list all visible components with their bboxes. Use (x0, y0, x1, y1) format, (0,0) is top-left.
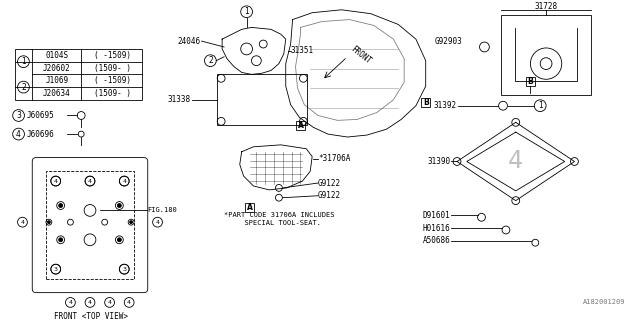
Text: FIG.180: FIG.180 (148, 207, 177, 213)
Bar (526, 77, 535, 86)
Text: J60695: J60695 (26, 111, 54, 120)
Text: 4: 4 (508, 149, 524, 173)
Text: 3: 3 (54, 267, 58, 272)
Text: B: B (423, 98, 429, 107)
Text: 2: 2 (21, 83, 26, 92)
Text: 4: 4 (127, 300, 131, 305)
Text: J1069: J1069 (45, 76, 68, 85)
Text: 31351: 31351 (291, 46, 314, 55)
Text: *31706A: *31706A (318, 154, 351, 163)
Circle shape (117, 204, 122, 207)
Bar (245, 203, 254, 212)
Text: J20634: J20634 (43, 89, 70, 98)
Text: B: B (527, 77, 533, 86)
Text: ( -1509): ( -1509) (94, 76, 131, 85)
Text: 4: 4 (88, 179, 92, 184)
Bar (501, 15, 591, 95)
Text: 24046: 24046 (177, 36, 200, 46)
Circle shape (59, 238, 63, 242)
Text: 4: 4 (108, 300, 111, 305)
Circle shape (47, 221, 51, 224)
Text: 31338: 31338 (168, 95, 191, 104)
Text: 1: 1 (21, 57, 26, 66)
Text: A: A (246, 203, 252, 212)
Text: 2: 2 (208, 56, 212, 65)
Text: 3: 3 (16, 111, 21, 120)
Text: 3: 3 (122, 267, 126, 272)
Text: 1: 1 (244, 7, 249, 16)
Text: (1509- ): (1509- ) (94, 89, 131, 98)
Text: 0104S: 0104S (45, 51, 68, 60)
Text: 4: 4 (122, 179, 126, 184)
Circle shape (117, 238, 122, 242)
Bar (421, 98, 430, 107)
Circle shape (59, 204, 63, 207)
Text: 31390: 31390 (427, 157, 450, 166)
Text: FRONT: FRONT (349, 44, 373, 66)
Text: G9122: G9122 (318, 191, 341, 200)
Text: ( -1509): ( -1509) (94, 51, 131, 60)
Text: 4: 4 (68, 300, 72, 305)
Text: FRONT <TOP VIEW>: FRONT <TOP VIEW> (54, 312, 128, 320)
Text: A50686: A50686 (422, 236, 450, 245)
Text: 31392: 31392 (434, 101, 457, 110)
Text: 4: 4 (54, 179, 58, 184)
Text: 4: 4 (16, 130, 21, 139)
Bar (46, 171, 134, 279)
Text: *PART CODE 31706A INCLUDES: *PART CODE 31706A INCLUDES (223, 212, 334, 218)
Text: D91601: D91601 (422, 211, 450, 220)
Text: J20602: J20602 (43, 64, 70, 73)
Text: A182001209: A182001209 (583, 300, 625, 305)
Text: J60696: J60696 (26, 130, 54, 139)
Text: SPECIAL TOOL-SEAT.: SPECIAL TOOL-SEAT. (236, 220, 321, 226)
Circle shape (130, 221, 132, 224)
Text: (1509- ): (1509- ) (94, 64, 131, 73)
Text: 4: 4 (156, 220, 159, 225)
Bar (15, 49, 142, 100)
Bar (217, 74, 307, 125)
Text: 4: 4 (88, 300, 92, 305)
Text: G92903: G92903 (434, 36, 462, 46)
Text: H01616: H01616 (422, 224, 450, 233)
Text: G9122: G9122 (318, 179, 341, 188)
Text: 31728: 31728 (534, 2, 557, 11)
Text: 1: 1 (538, 101, 543, 110)
Text: A: A (298, 121, 303, 130)
Text: 4: 4 (20, 220, 24, 225)
Bar (296, 121, 305, 130)
